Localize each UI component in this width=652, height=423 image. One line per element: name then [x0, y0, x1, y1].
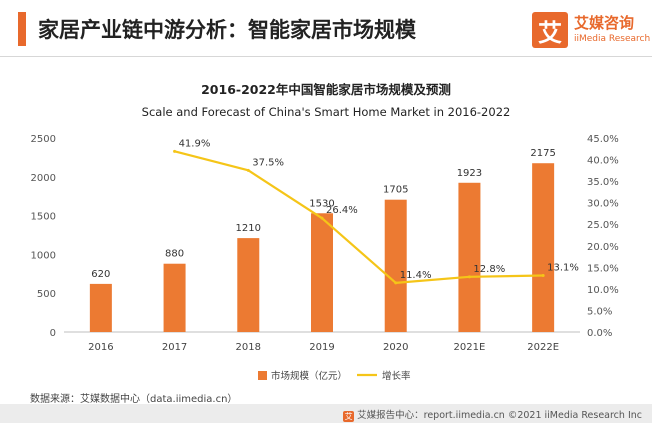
bar	[458, 182, 481, 332]
y-right-tick-label: 40.0%	[587, 156, 619, 167]
y-left-tick-label: 1500	[31, 212, 56, 223]
legend-bar-swatch	[258, 371, 267, 380]
x-tick-label: 2018	[236, 342, 261, 353]
line-point	[173, 149, 177, 153]
x-tick-label: 2022E	[527, 342, 559, 353]
bar-data-label: 1705	[383, 185, 408, 196]
line-point	[246, 168, 250, 172]
line-data-label: 26.4%	[326, 205, 358, 216]
bar-data-label: 1530	[309, 198, 334, 209]
bar-data-label: 1923	[457, 168, 482, 179]
chart-title: 2016-2022年中国智能家居市场规模及预测	[201, 82, 451, 97]
y-right-tick-label: 10.0%	[587, 285, 619, 296]
x-tick-label: 2017	[162, 342, 187, 353]
bar	[163, 263, 186, 332]
bar	[311, 213, 333, 332]
footer-text: 艾艾媒报告中心：report.iimedia.cn ©2021 iiMedia …	[343, 407, 642, 422]
bar-series: 620 880 1210 1530 1705 1923 2175	[89, 148, 556, 332]
x-tick-label: 2019	[309, 342, 334, 353]
chart-legend: 市场规模（亿元） 增长率	[258, 370, 411, 382]
bar-data-label: 2175	[530, 148, 555, 159]
bar	[532, 163, 555, 332]
y-right-tick-label: 35.0%	[587, 177, 619, 188]
bar	[237, 238, 260, 332]
x-tick-label: 2020	[383, 342, 408, 353]
footer-bar: 艾艾媒报告中心：report.iimedia.cn ©2021 iiMedia …	[0, 404, 652, 423]
y-right-tick-label: 0.0%	[587, 328, 612, 339]
title-accent-bar	[18, 12, 26, 46]
y-left-tick-label: 2000	[31, 173, 56, 184]
line-point	[467, 275, 471, 279]
line-data-label: 12.8%	[473, 264, 505, 275]
bar-data-label: 620	[91, 269, 110, 280]
logo-mark-icon: 艾	[532, 12, 568, 48]
line-point	[394, 281, 398, 285]
x-tick-label: 2021E	[454, 342, 486, 353]
y-right-tick-label: 45.0%	[587, 134, 619, 145]
logo-name-en: iiMedia Research	[574, 34, 651, 44]
iimedia-logo: 艾 艾媒咨询 iiMedia Research	[532, 8, 652, 52]
line-point	[541, 274, 545, 278]
line-point	[320, 216, 324, 220]
page-title: 家居产业链中游分析：智能家居市场规模	[38, 18, 416, 42]
bar	[89, 283, 112, 332]
y-left-tick-label: 500	[37, 289, 56, 300]
line-data-label: 11.4%	[400, 270, 432, 281]
y-right-tick-label: 15.0%	[587, 263, 619, 274]
legend-line-label: 增长率	[382, 370, 411, 382]
source-note: 数据来源：艾媒数据中心（data.iimedia.cn）	[30, 394, 238, 405]
line-data-label: 37.5%	[252, 157, 284, 168]
growth-line-series: 41.9% 37.5% 26.4% 11.4% 12.8% 13.1%	[173, 138, 579, 285]
footer-logo-icon: 艾	[343, 411, 355, 422]
line-data-label: 41.9%	[179, 138, 211, 149]
bar-data-label: 1210	[236, 223, 261, 234]
header-divider	[0, 56, 652, 57]
chart-subtitle: Scale and Forecast of China's Smart Home…	[142, 105, 511, 119]
bar	[384, 199, 407, 332]
y-left-tick-label: 2500	[31, 134, 56, 145]
chart-axes: 0 500 1000 1500 2000 2500 0.0% 5.0% 10.0% 15.0% 20…	[31, 134, 619, 353]
y-left-tick-label: 1000	[31, 250, 56, 261]
y-right-tick-label: 25.0%	[587, 220, 619, 231]
growth-line	[174, 150, 544, 284]
y-left-tick-label: 0	[50, 328, 56, 339]
legend-bar-label: 市场规模（亿元）	[271, 370, 347, 382]
y-right-tick-label: 30.0%	[587, 199, 619, 210]
y-right-tick-label: 5.0%	[587, 306, 612, 317]
logo-name-cn: 艾媒咨询	[574, 14, 635, 32]
line-data-label: 13.1%	[547, 263, 579, 274]
x-tick-label: 2016	[88, 342, 113, 353]
market-chart: 2016-2022年中国智能家居市场规模及预测 Scale and Foreca…	[31, 82, 619, 382]
bar-data-label: 880	[165, 249, 184, 260]
y-right-tick-label: 20.0%	[587, 242, 619, 253]
footer-label: 艾媒报告中心：report.iimedia.cn ©2021 iiMedia R…	[357, 410, 642, 421]
